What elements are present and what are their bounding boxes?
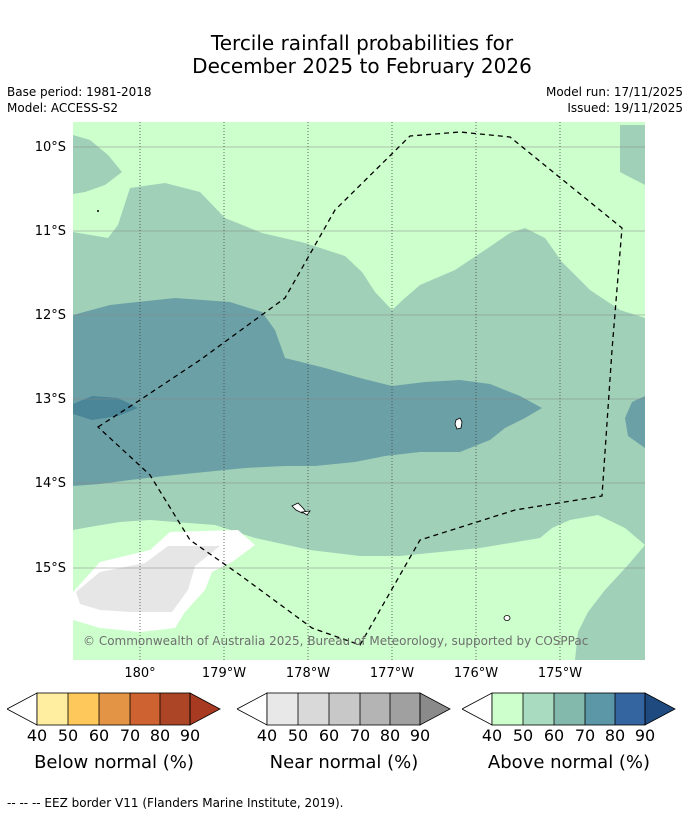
- near-legend-title: Near normal (%): [269, 752, 419, 773]
- island-small-1: [300, 510, 311, 516]
- below-swatch-80-90: [160, 693, 190, 725]
- above-swatch-70-80: [585, 693, 615, 725]
- legend-above-normal: 40 50 60 70 80 90 Above normal (%): [462, 692, 676, 773]
- above-normal-50-60-zone-east: [575, 545, 645, 660]
- near-swatch-80-90: [390, 693, 420, 725]
- near-swatch-60-70: [329, 693, 360, 725]
- lat-label-15s: 15°S: [35, 561, 66, 576]
- below-tick-90: 90: [179, 726, 201, 745]
- above-tick-70: 70: [574, 726, 596, 745]
- near-extend-low: [237, 692, 268, 726]
- eez-border: [96, 131, 623, 646]
- above-normal-70-80-zone: [73, 396, 138, 420]
- meta-right: Model run: 17/11/2025 Issued: 19/11/2025: [546, 84, 683, 116]
- model-run: Model run: 17/11/2025: [545, 85, 683, 99]
- above-tick-80: 80: [604, 726, 626, 745]
- near-swatch-50-60: [298, 693, 329, 725]
- below-tick-70: 70: [119, 726, 141, 745]
- above-swatch-80-90: [615, 693, 645, 725]
- below-swatch-40-50: [37, 693, 68, 725]
- near-tick-40: 40: [256, 726, 278, 745]
- island-dot: [97, 210, 99, 212]
- colorbar-above-normal: [462, 692, 676, 726]
- above-ticks: 40 50 60 70 80 90: [462, 726, 676, 746]
- map-grid: [73, 122, 645, 660]
- below-tick-50: 50: [57, 726, 79, 745]
- above-tick-40: 40: [481, 726, 503, 745]
- latitude-axis: 10°S 11°S 12°S 13°S 14°S 15°S: [35, 140, 66, 576]
- near-tick-70: 70: [349, 726, 371, 745]
- near-extend-high: [419, 692, 451, 726]
- eez-footnote: -- -- -- EEZ border V11 (Flanders Marine…: [7, 796, 344, 810]
- base-period: Base period: 1981-2018: [7, 85, 152, 99]
- map-canvas: © Commonwealth of Australia 2025, Bureau…: [35, 122, 645, 681]
- lon-label-180: 180°: [124, 666, 155, 681]
- issued-date: Issued: 19/11/2025: [567, 101, 683, 115]
- above-normal-60-70-zone-east: [625, 396, 645, 448]
- island-large: [454, 417, 463, 430]
- longitude-axis: 180° 179°W 178°W 177°W 176°W 175°W: [124, 666, 582, 681]
- near-tick-80: 80: [379, 726, 401, 745]
- legend-below-normal: 40 50 60 70 80 90 Below normal (%): [7, 692, 221, 773]
- meta-left: Base period: 1981-2018 Model: ACCESS-S2: [7, 84, 152, 116]
- map-field: © Commonwealth of Australia 2025, Bureau…: [73, 122, 645, 660]
- lon-label-179w: 179°W: [202, 666, 246, 681]
- below-tick-40: 40: [26, 726, 48, 745]
- below-swatch-70-80: [130, 693, 160, 725]
- lon-label-177w: 177°W: [370, 666, 414, 681]
- near-swatch-70-80: [360, 693, 390, 725]
- lat-label-10s: 10°S: [35, 140, 66, 155]
- colorbar-below-normal: [7, 692, 221, 726]
- below-extend-low: [7, 692, 38, 726]
- near-ticks: 40 50 60 70 80 90: [237, 726, 451, 746]
- above-normal-60-70-zone: [73, 298, 542, 486]
- below-legend-title: Below normal (%): [34, 752, 194, 773]
- above-swatch-50-60: [523, 693, 554, 725]
- above-swatch-60-70: [554, 693, 585, 725]
- title-line-1: Tercile rainfall probabilities for: [210, 31, 514, 55]
- legend-near-normal: 40 50 60 70 80 90 Near normal (%): [237, 692, 451, 773]
- below-swatch-50-60: [68, 693, 99, 725]
- lat-label-14s: 14°S: [35, 476, 66, 491]
- near-tick-60: 60: [318, 726, 340, 745]
- colorbar-near-normal: [237, 692, 451, 726]
- near-tick-50: 50: [287, 726, 309, 745]
- near-swatch-40-50: [267, 693, 298, 725]
- above-normal-50-60-zone-northeast: [620, 125, 645, 185]
- below-tick-60: 60: [88, 726, 110, 745]
- map-title: Tercile rainfall probabilities for Decem…: [0, 32, 690, 78]
- lon-label-175w: 175°W: [538, 666, 582, 681]
- above-tick-50: 50: [512, 726, 534, 745]
- model-name: Model: ACCESS-S2: [7, 101, 119, 115]
- below-ticks: 40 50 60 70 80 90: [7, 726, 221, 746]
- lat-label-12s: 12°S: [35, 308, 66, 323]
- above-tick-90: 90: [634, 726, 656, 745]
- below-extend-high: [189, 692, 221, 726]
- title-line-2: December 2025 to February 2026: [192, 54, 532, 78]
- lat-label-13s: 13°S: [35, 392, 66, 407]
- above-extend-high: [644, 692, 676, 726]
- below-swatch-60-70: [99, 693, 130, 725]
- above-extend-low: [462, 692, 493, 726]
- near-normal-40-50-zone: [76, 546, 220, 612]
- copyright-credit: © Commonwealth of Australia 2025, Bureau…: [83, 634, 588, 648]
- above-normal-50-60-zone-north: [73, 135, 122, 194]
- island-small-2: [503, 615, 511, 621]
- near-tick-90: 90: [409, 726, 431, 745]
- below-tick-80: 80: [149, 726, 171, 745]
- lon-label-178w: 178°W: [286, 666, 330, 681]
- above-swatch-40-50: [492, 693, 523, 725]
- above-legend-title: Above normal (%): [487, 752, 651, 773]
- lon-label-176w: 176°W: [454, 666, 498, 681]
- above-tick-60: 60: [543, 726, 565, 745]
- lat-label-11s: 11°S: [35, 224, 66, 239]
